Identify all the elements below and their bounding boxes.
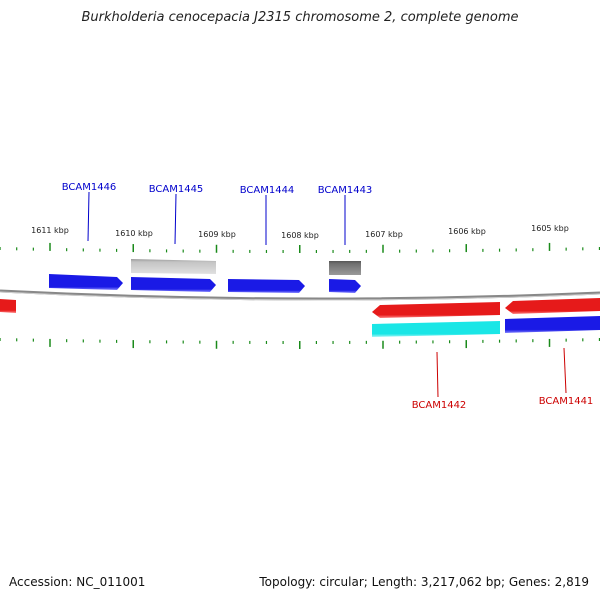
pseudogene-block-light[interactable] [131,259,216,274]
forward-gene-labels: BCAM1446 BCAM1445 BCAM1444 BCAM1443 [62,182,373,245]
gene-label-bcam1446[interactable]: BCAM1446 [62,182,117,193]
tick-label: 1611 kbp [31,226,69,235]
tick-label: 1609 kbp [198,230,236,239]
label-leader [563,347,567,394]
gene-arrow-bcam1444[interactable] [228,279,305,293]
tick-label: 1610 kbp [115,229,153,238]
map-title: Burkholderia cenocepacia J2315 chromosom… [81,10,519,25]
gene-arrow-bcam1441[interactable] [505,298,600,314]
pseudogene-block-dark[interactable] [329,261,361,275]
chromosome-backbone-highlight [0,291,600,301]
label-leader [436,351,439,398]
genome-summary: Topology: circular; Length: 3,217,062 bp… [259,575,589,589]
forward-strand-features [49,259,361,293]
feature-block-blue[interactable] [505,316,600,333]
feature-block-cyan[interactable] [372,321,500,337]
gene-arrow-bcam1443[interactable] [329,279,361,293]
gene-arrow-bcam1442[interactable] [372,302,500,318]
tick-label: 1605 kbp [531,224,569,233]
gene-label-bcam1442[interactable]: BCAM1442 [412,400,467,411]
label-leader [87,191,90,242]
gene-arrow-bcam1445[interactable] [131,277,216,292]
reverse-strand-features [0,298,600,337]
tick-label: 1606 kbp [448,227,486,236]
chromosome-backbone [0,289,600,301]
label-leader [174,193,177,245]
tick-label: 1608 kbp [281,231,319,240]
tick-label: 1607 kbp [365,230,403,239]
gene-label-bcam1445[interactable]: BCAM1445 [149,184,204,195]
tick-labels: 1611 kbp 1610 kbp 1609 kbp 1608 kbp 1607… [31,224,569,240]
gene-arrow-bcam1446[interactable] [49,274,123,290]
accession-label: Accession: NC_011001 [9,575,146,589]
gene-label-bcam1441[interactable]: BCAM1441 [539,396,594,407]
scale-ticks [0,242,600,349]
reverse-gene-labels: BCAM1442 BCAM1441 [412,347,594,411]
gene-label-bcam1443[interactable]: BCAM1443 [318,185,373,196]
gene-label-bcam1444[interactable]: BCAM1444 [240,185,295,196]
gene-arrow-left-edge[interactable] [0,299,16,313]
